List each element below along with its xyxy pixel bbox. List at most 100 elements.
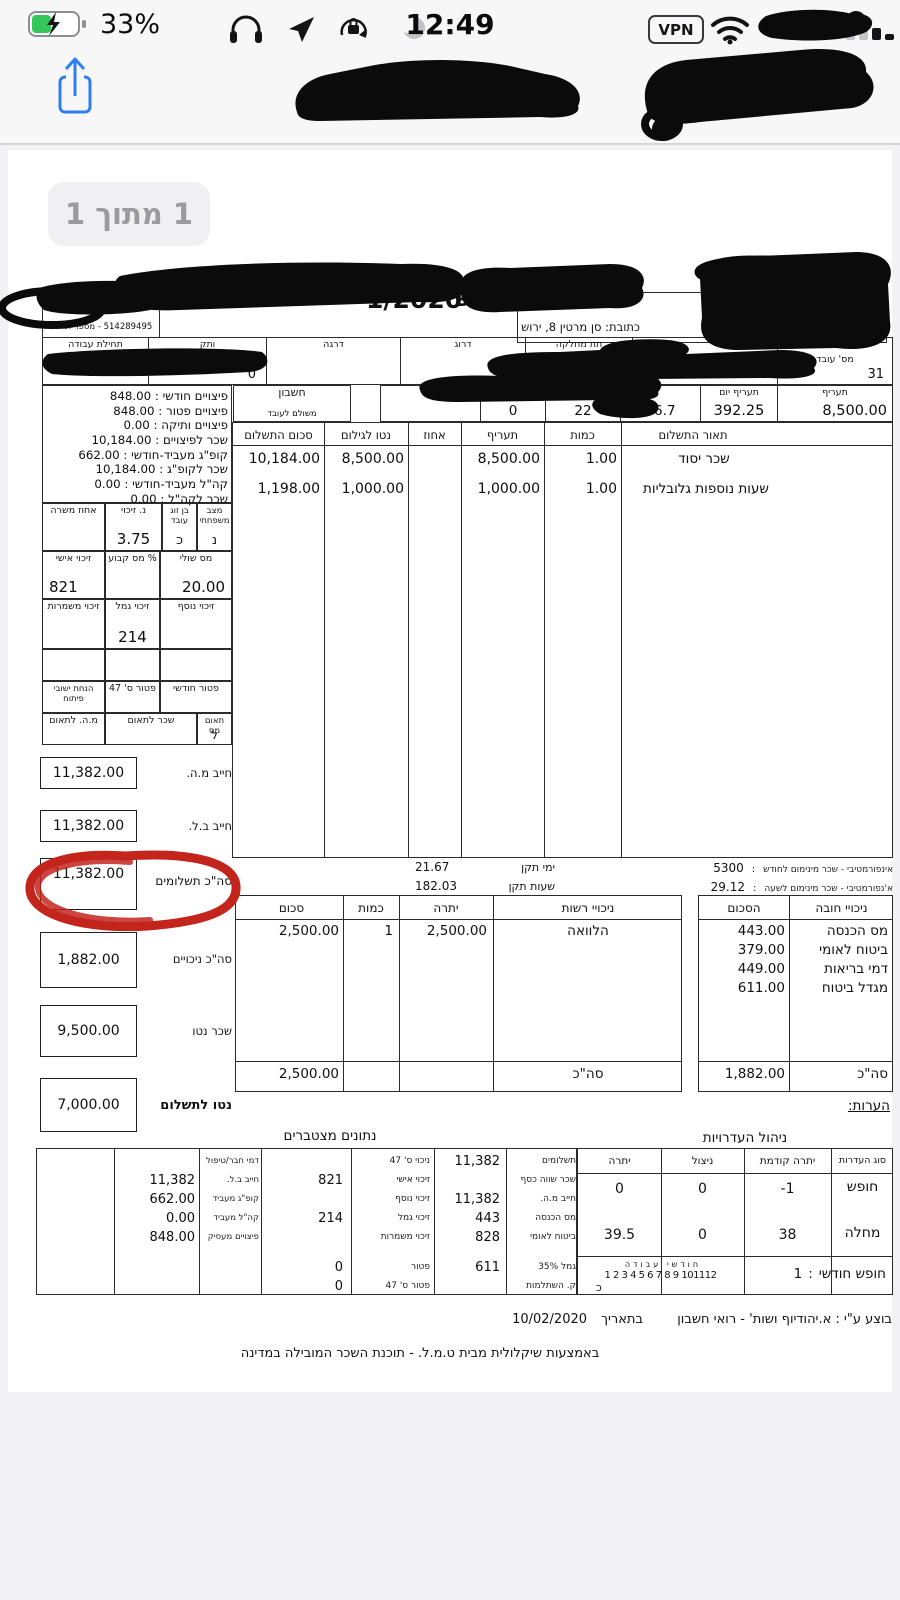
list-item: שכר לפיצויים : 10,184.00	[91, 433, 228, 448]
metric-label: ימי תקן	[521, 861, 555, 874]
cell-label: % מס קבוע	[108, 553, 157, 564]
payment-qty: 1.00	[585, 451, 617, 467]
total-deductions-label: סה"כ ניכויים	[172, 952, 232, 966]
column-divider	[351, 1149, 352, 1294]
cell-extra-credit: זיכוי נוסף	[160, 599, 232, 649]
cell-credit-points: נ. זיכוי 3.75	[105, 503, 162, 551]
cell-label: סניף	[458, 387, 477, 398]
date-label: בתאריך	[601, 1312, 643, 1327]
list-item: קופ"ג מעביד-חודשי : 662.00	[78, 447, 228, 462]
cell-position-percent: אחוז משרה	[42, 503, 105, 551]
col-header-amount: הסכום	[727, 901, 761, 915]
metric-value: 21.67	[415, 860, 450, 874]
employer-address-fragment: כתובת: סן מרטין 8, ירוש	[521, 320, 640, 334]
list-item: פיצויים חודשי : 848.00	[109, 389, 228, 403]
col-header-previous: יתרה קודמת	[759, 1155, 816, 1167]
cumulative-label: שכר שווה כסף	[520, 1175, 576, 1185]
col-header-percent: אחוז	[423, 428, 446, 442]
list-item: פיצויים ותיקה : 0.00	[123, 418, 228, 433]
cumulative-value: 11,382	[149, 1173, 196, 1188]
ni-liable-label: חייב ב.ל.	[188, 819, 232, 833]
headphones-icon	[230, 15, 262, 43]
location-arrow-icon	[289, 17, 314, 42]
net-salary-box: 9,500.00	[40, 1005, 137, 1057]
date-value: 10/02/2020	[512, 1312, 588, 1327]
cell-value: 31	[867, 367, 884, 382]
cumulative-value: 821	[318, 1173, 343, 1188]
cumulative-value: 662.00	[149, 1192, 196, 1207]
total-label: סה"כ	[857, 1066, 888, 1082]
deduction-amount: 449.00	[737, 961, 785, 977]
col-header-qty: כמות	[358, 901, 384, 915]
header-underline	[699, 919, 892, 920]
col-header-used: ניצול	[691, 1155, 714, 1167]
column-divider	[493, 896, 494, 1091]
payment-net: 8,500.00	[341, 451, 404, 467]
cell-marital-status: מצב משפחתי נ	[197, 503, 232, 551]
cell-day-rate: תעריף יום 392.25	[700, 385, 778, 422]
cumulative-value: 0	[334, 1260, 343, 1275]
payment-description: שכר יסוד	[678, 451, 730, 467]
col-header-net-grossup: נטו לגילום	[341, 428, 391, 442]
cell-label: זיכוי אישי	[55, 553, 92, 564]
work-months-title: חודשי עבודה	[624, 1260, 702, 1269]
cell-development-town-discount: הנחת ישובי פיתוח	[42, 681, 105, 713]
cumulative-value: 11,382	[454, 1192, 501, 1207]
net-payable-box: 7,000.00	[40, 1078, 137, 1132]
cell-days-value: 22	[545, 385, 621, 422]
cell-zero-value: 0	[480, 385, 546, 422]
employer-id-box: 03264663 514289495 - מספר תאגיד	[42, 290, 160, 338]
empty-cell	[42, 649, 105, 681]
software-credit: באמצעות שיקלולית מבית ט.מ.ל. - תוכנת השכ…	[240, 1346, 600, 1361]
cell-rate: תעריף 8,500.00	[777, 385, 893, 422]
total-label: סה"כ	[572, 1066, 604, 1082]
column-divider	[114, 1149, 115, 1294]
total-amount: 2,500.00	[278, 1066, 339, 1082]
cell-label: הנחת ישובי פיתוח	[53, 684, 94, 704]
cell-label: ותק	[199, 339, 216, 350]
work-months-digits: 1 2 3 4 5 6 7 8 9 101112	[604, 1270, 717, 1281]
payment-amount: 10,184.00	[248, 451, 320, 467]
cell-label: מ.ה. לתאום	[49, 715, 98, 726]
cumulative-value: 11,382	[454, 1154, 501, 1169]
absence-type: חופש	[846, 1179, 879, 1195]
header-underline	[236, 919, 681, 920]
cell-label: מס שולי	[179, 553, 213, 564]
col-header-optional: ניכויי רשות	[561, 901, 615, 915]
empty-cell	[105, 649, 160, 681]
sick-used: 0	[698, 1227, 707, 1243]
sick-balance: 39.5	[603, 1227, 636, 1243]
corporate-number: 514289495 - מספר תאגיד	[49, 322, 153, 332]
severance-pension-list: פיצויים חודשי : 848.00 פיצויים פטור : 848…	[42, 385, 232, 506]
list-item: פיצויים פטור : 848.00	[113, 403, 228, 418]
loan-name: הלוואה	[567, 923, 609, 939]
info-value: 29.12	[710, 880, 745, 894]
cell-working-spouse: בן זוג עובד כ	[162, 503, 197, 551]
minimum-wage-hour-line: א'נפורמטיבי - שכר מינימום לשעה : 29.12	[555, 880, 893, 894]
monthly-vacation-label: חופש חודשי	[818, 1266, 886, 1282]
info-label: א'נפורמטיבי - שכר מינימום לשעה	[764, 884, 893, 894]
cell-label: בן זוג עובד	[170, 506, 189, 526]
cell-department: מחלקה 0	[632, 337, 778, 385]
cell-coordination-tax: מ.ה. לתאום	[42, 713, 105, 745]
column-divider	[506, 1149, 507, 1294]
cell-value: 0	[247, 367, 256, 382]
cell-label: תת מחלקה	[555, 339, 603, 350]
tax-data-grid: מצב משפחתי נ בן זוג עובד כ נ. זיכוי 3.75 אח…	[42, 503, 232, 745]
cell-label: מצב משפחתי	[199, 506, 230, 526]
cell-fixed-tax-percent: % מס קבוע	[105, 551, 160, 599]
date-line: בתאריך 10/02/2020	[478, 1312, 643, 1327]
cell-value: כ	[176, 533, 183, 548]
cell-subtitle: משולם לעובד	[267, 409, 317, 419]
share-button[interactable]	[52, 54, 98, 118]
clock: 12:49	[405, 8, 495, 41]
wifi-icon	[711, 16, 749, 45]
col-header-description: תאור התשלום	[658, 428, 728, 442]
cell-value: 214	[118, 628, 147, 646]
column-divider	[744, 1149, 745, 1294]
col-header-rate: תעריף	[486, 428, 519, 442]
cumulative-label: זיכוי אישי	[396, 1175, 430, 1185]
deduction-name: ביטוח לאומי	[819, 942, 888, 958]
loan-balance: 2,500.00	[426, 923, 487, 939]
notes-label: הערות:	[848, 1098, 890, 1114]
